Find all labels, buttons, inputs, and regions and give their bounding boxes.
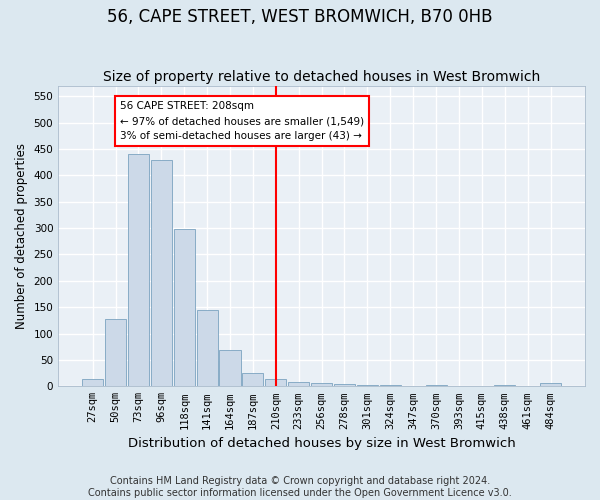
Bar xyxy=(540,383,561,386)
Bar xyxy=(288,382,309,386)
Text: 56 CAPE STREET: 208sqm
← 97% of detached houses are smaller (1,549)
3% of semi-d: 56 CAPE STREET: 208sqm ← 97% of detached… xyxy=(120,102,364,141)
Text: Contains HM Land Registry data © Crown copyright and database right 2024.
Contai: Contains HM Land Registry data © Crown c… xyxy=(88,476,512,498)
Title: Size of property relative to detached houses in West Bromwich: Size of property relative to detached ho… xyxy=(103,70,540,85)
Text: 56, CAPE STREET, WEST BROMWICH, B70 0HB: 56, CAPE STREET, WEST BROMWICH, B70 0HB xyxy=(107,8,493,26)
Bar xyxy=(357,384,378,386)
Bar xyxy=(151,160,172,386)
Bar xyxy=(173,229,195,386)
Bar xyxy=(82,380,103,386)
Bar xyxy=(242,373,263,386)
X-axis label: Distribution of detached houses by size in West Bromwich: Distribution of detached houses by size … xyxy=(128,437,515,450)
Y-axis label: Number of detached properties: Number of detached properties xyxy=(15,143,28,329)
Bar xyxy=(105,319,126,386)
Bar xyxy=(265,380,286,386)
Bar xyxy=(197,310,218,386)
Bar xyxy=(334,384,355,386)
Bar xyxy=(128,154,149,386)
Bar xyxy=(311,383,332,386)
Bar xyxy=(220,350,241,386)
